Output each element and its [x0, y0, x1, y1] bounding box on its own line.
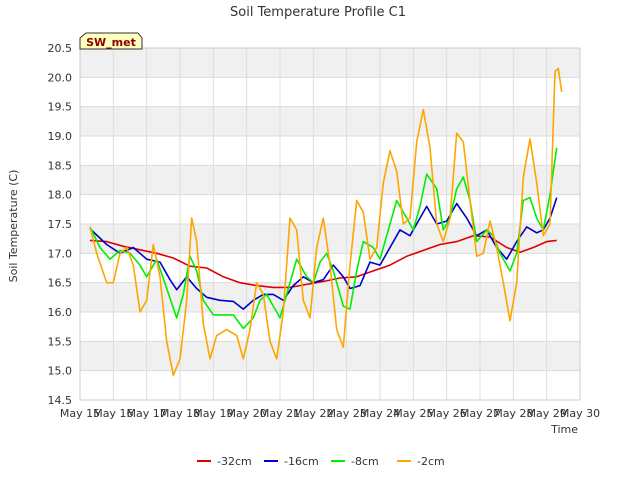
y-tick-label: 20.0 — [48, 71, 73, 84]
x-tick-label: May 22 — [293, 407, 333, 420]
station-badge: SW_met — [79, 32, 143, 50]
x-tick-label: May 30 — [560, 407, 600, 420]
station-badge-box — [79, 32, 143, 50]
series-line-16cm — [89, 197, 558, 310]
background-band — [80, 48, 580, 78]
y-tick-label: 17.0 — [48, 247, 73, 260]
series-line-2cm — [89, 67, 563, 377]
y-tick-label: 20.5 — [48, 42, 73, 55]
chart-title: Soil Temperature Profile C1 — [230, 5, 406, 20]
y-tick-label: 18.5 — [48, 159, 73, 172]
x-tick-label: May 26 — [427, 407, 467, 420]
x-tick-label: May 28 — [493, 407, 533, 420]
x-tick-label: May 17 — [127, 407, 167, 420]
y-tick-label: 19.0 — [48, 130, 73, 143]
x-tick-label: May 20 — [227, 407, 267, 420]
x-tick-label: May 19 — [193, 407, 233, 420]
y-tick-label: 16.5 — [48, 277, 73, 290]
y-tick-label: 15.0 — [48, 365, 73, 378]
background-bands — [80, 48, 580, 371]
x-tick-label: May 29 — [527, 407, 567, 420]
x-tick-label: May 24 — [360, 407, 400, 420]
plot-area-frame — [79, 47, 581, 401]
background-band — [80, 282, 580, 312]
x-tick-label: May 18 — [160, 407, 200, 420]
x-tick-label: May 23 — [327, 407, 367, 420]
y-axis-label: Soil Temperature (C) — [7, 170, 20, 283]
legend-label: -8cm — [351, 455, 379, 468]
legend: -32cm -16cm -8cm -2cm — [197, 455, 445, 468]
y-axis-ticks: 14.5 15.0 15.5 16.0 16.5 17.0 17.5 18.0 18.5 19.0… — [48, 42, 73, 407]
background-band — [80, 165, 580, 195]
x-tick-label: May 16 — [93, 407, 133, 420]
x-tick-label: May 21 — [260, 407, 300, 420]
grid-lines — [79, 47, 581, 401]
y-tick-label: 18.0 — [48, 189, 73, 202]
series-lines — [89, 67, 563, 377]
legend-label: -2cm — [417, 455, 445, 468]
background-band — [80, 341, 580, 371]
station-badge-text: SW_met — [86, 36, 136, 49]
y-tick-label: 17.5 — [48, 218, 73, 231]
x-tick-label: May 27 — [460, 407, 500, 420]
x-tick-label: May 15 — [60, 407, 100, 420]
background-band — [80, 106, 580, 136]
legend-label: -32cm — [217, 455, 252, 468]
y-tick-label: 19.5 — [48, 101, 73, 114]
y-tick-label: 14.5 — [48, 394, 73, 407]
x-axis-label: Time — [550, 423, 578, 436]
x-tick-label: May 25 — [393, 407, 433, 420]
y-tick-label: 15.5 — [48, 335, 73, 348]
y-tick-label: 16.0 — [48, 306, 73, 319]
legend-label: -16cm — [284, 455, 319, 468]
